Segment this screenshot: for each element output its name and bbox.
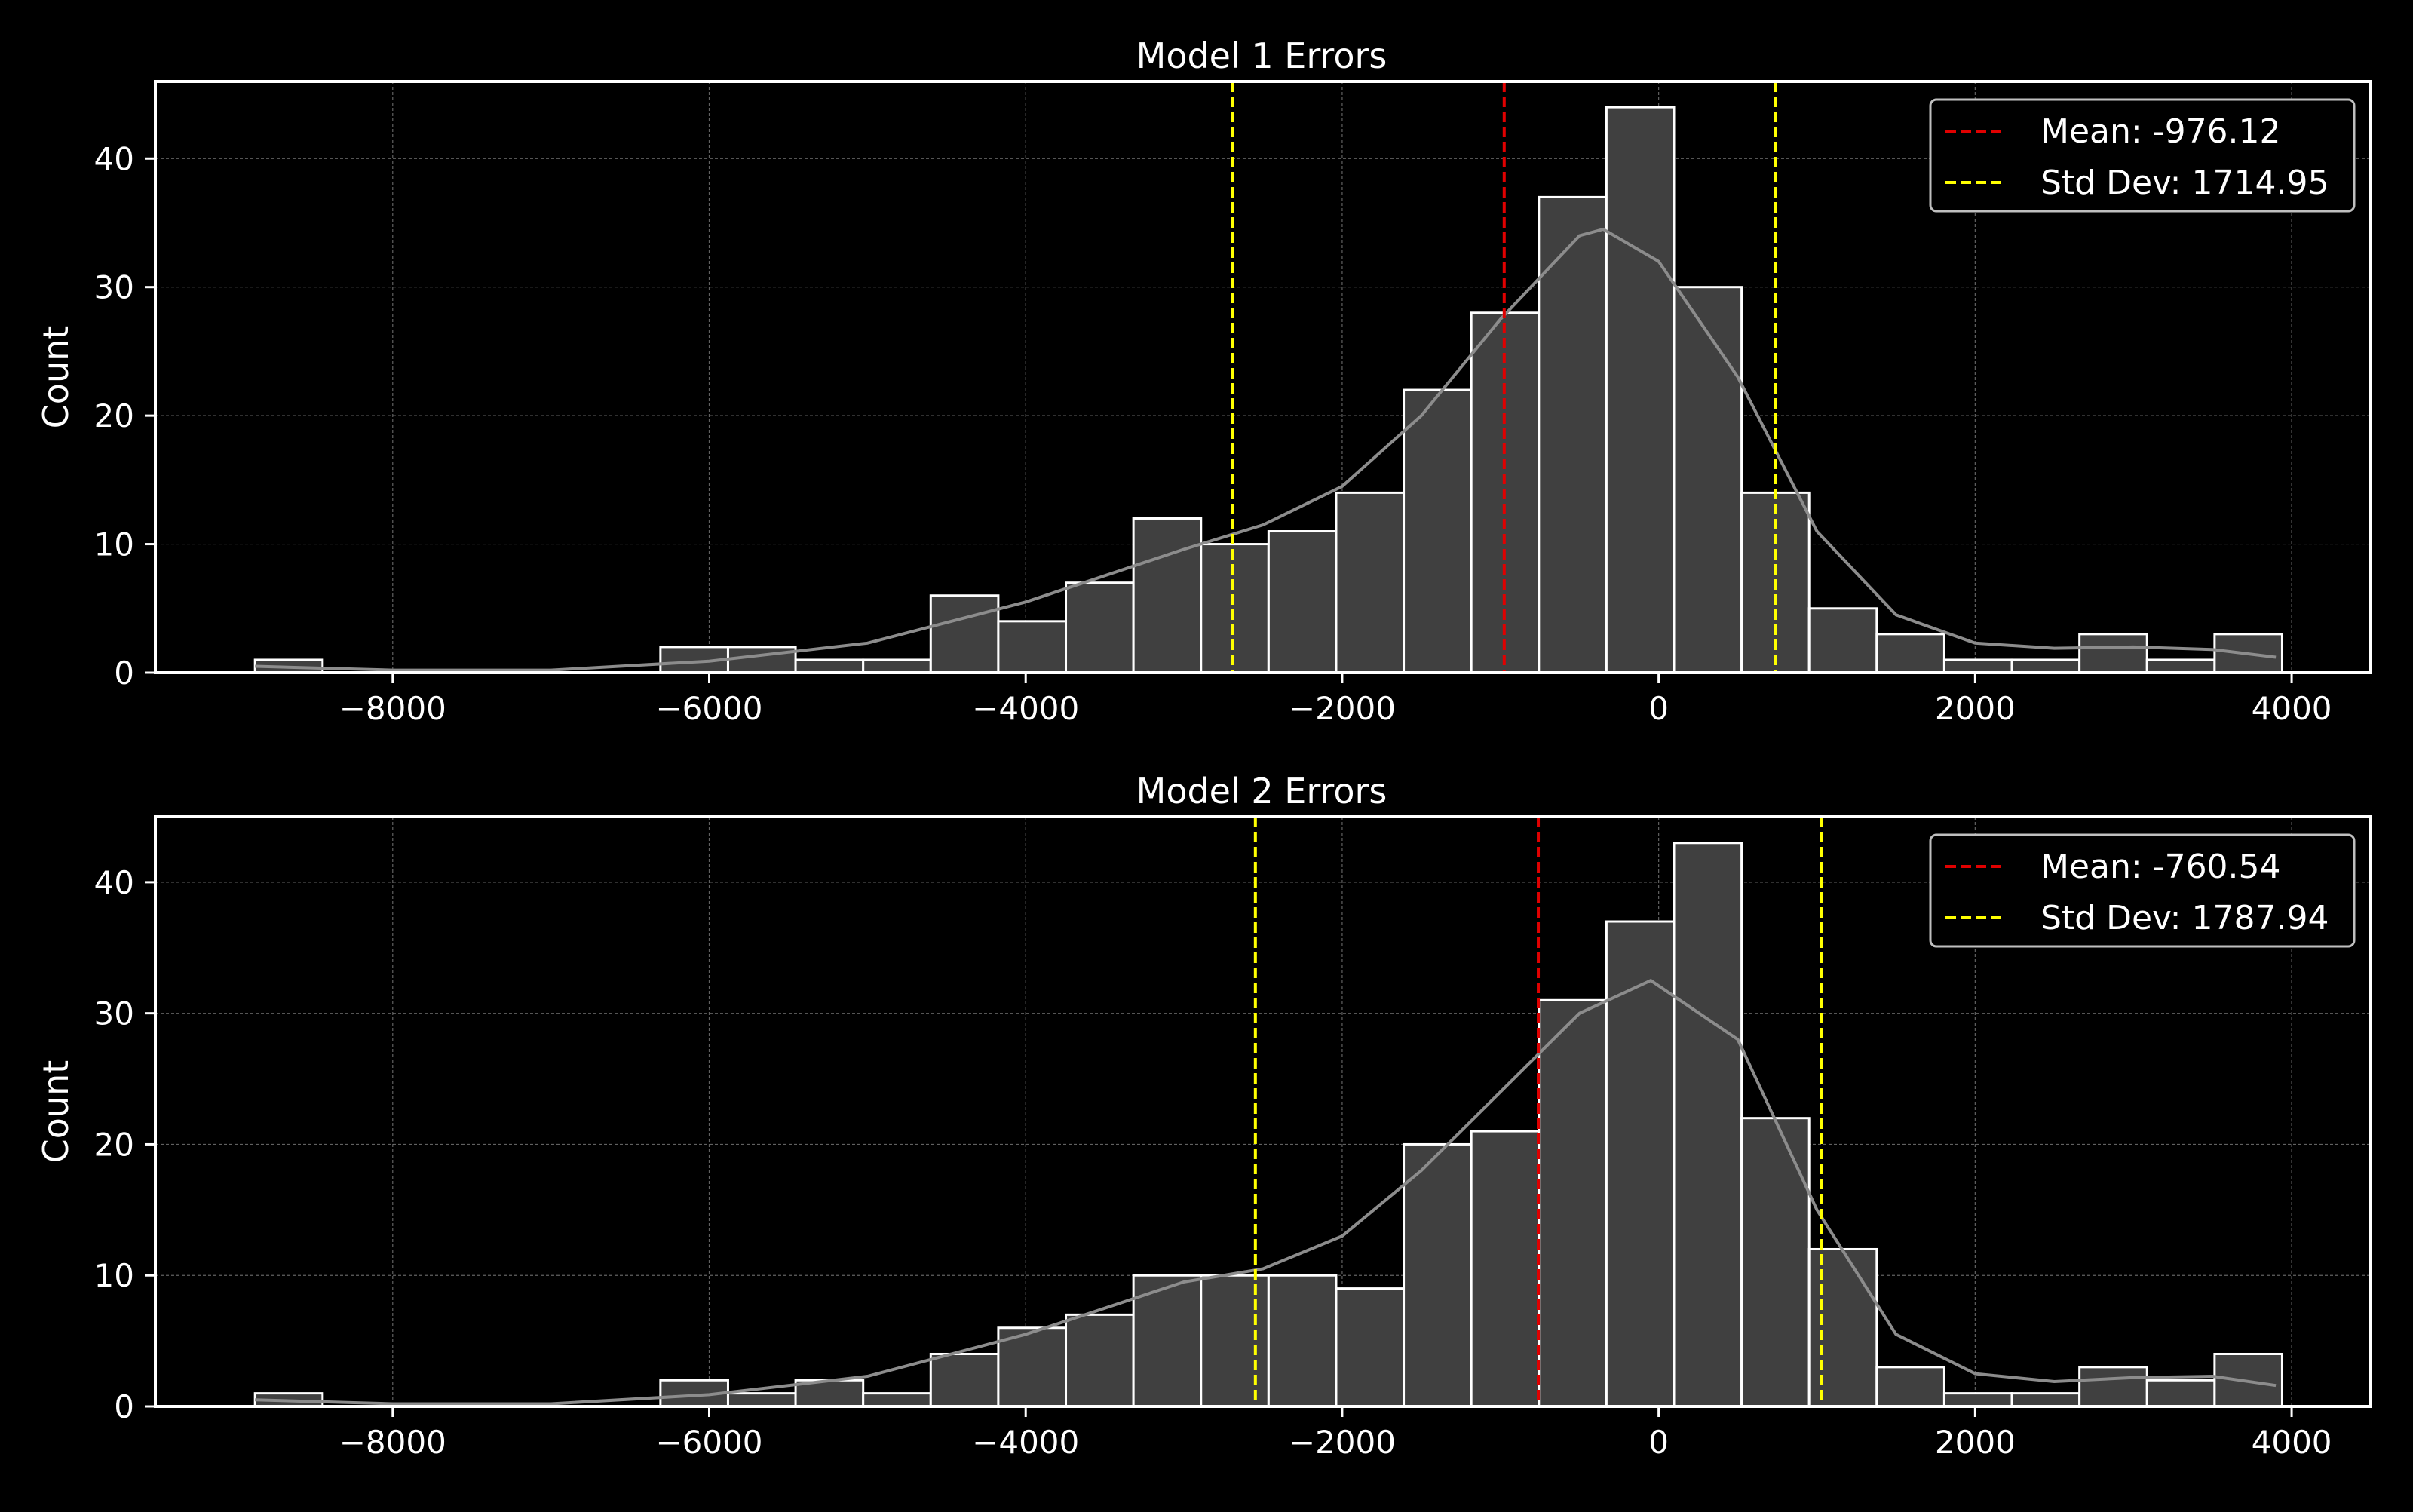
x-tick-label: −4000: [972, 690, 1079, 727]
histogram-panel-1: −8000 −6000 −4000 −2000 0 2000 4000 0 10 20 30 40 Mo…: [35, 35, 2372, 727]
y-tick-label: 10: [94, 526, 134, 563]
x-tick-label: 2000: [1935, 1424, 2016, 1461]
legend: Mean: -760.54 Std Dev: 1787.94: [1929, 833, 2356, 948]
histogram-bar: [1065, 1313, 1135, 1408]
y-tick-label: 0: [114, 1388, 134, 1425]
histogram-bar: [2145, 658, 2216, 674]
x-tick-label: −8000: [339, 1424, 446, 1461]
chart-title: Model 1 Errors: [1136, 35, 1387, 76]
y-tick-label: 40: [94, 864, 134, 901]
histogram-bar: [2010, 1392, 2081, 1408]
histogram-bar: [1403, 388, 1473, 674]
y-axis-label: Count: [35, 326, 76, 429]
histogram-bar: [1470, 1130, 1541, 1408]
chart-title: Model 2 Errors: [1136, 771, 1387, 811]
histogram-bar: [1132, 517, 1203, 674]
histogram-bar: [726, 1392, 797, 1408]
x-tick-label: 0: [1648, 1424, 1669, 1461]
histogram-bar: [2078, 1366, 2148, 1408]
x-tick-label: 2000: [1935, 690, 2016, 727]
histogram-bar: [2010, 658, 2081, 674]
histogram-bar: [1942, 1392, 2013, 1408]
histogram-panel-2: −8000 −6000 −4000 −2000 0 2000 4000 0 10 20 30 40 Mo…: [35, 771, 2372, 1461]
histogram-bar: [1538, 998, 1608, 1408]
legend-box: [1929, 833, 2356, 948]
histogram-bar: [1065, 581, 1135, 674]
histogram-bar: [1740, 1117, 1811, 1408]
x-tick-label: 4000: [2252, 1424, 2332, 1461]
histogram-bar: [1200, 1274, 1270, 1408]
histogram-bar: [2145, 1379, 2216, 1408]
y-tick-label: 0: [114, 655, 134, 692]
histogram-bar: [929, 1352, 1000, 1408]
x-tick-label: −6000: [655, 1424, 762, 1461]
y-tick-label: 20: [94, 397, 134, 434]
y-tick-label: 30: [94, 995, 134, 1032]
histogram-bar: [862, 1392, 932, 1408]
histogram-bar: [929, 594, 1000, 674]
x-tick-label: −6000: [655, 690, 762, 727]
kde-curve: [255, 227, 2277, 672]
y-axis-label: Count: [35, 1060, 76, 1164]
y-tick-label: 10: [94, 1257, 134, 1294]
legend-box: [1929, 98, 2356, 213]
histogram-bar: [1875, 633, 1945, 674]
histogram-bar: [1673, 286, 1743, 674]
legend-mean-label: Mean: -976.12: [2040, 112, 2281, 151]
legend: Mean: -976.12 Std Dev: 1714.95: [1929, 98, 2356, 213]
x-tick-label: −2000: [1289, 690, 1396, 727]
histogram-bar: [1875, 1366, 1945, 1408]
histogram-bar: [1605, 106, 1676, 674]
y-tick-label: 20: [94, 1126, 134, 1163]
histogram-bar: [726, 646, 797, 674]
axes-frame: [154, 815, 2372, 1408]
axes-frame: [154, 80, 2372, 674]
histogram-bar: [862, 658, 932, 674]
y-tick-label: 40: [94, 140, 134, 177]
histogram-bar: [1403, 1142, 1473, 1408]
histogram-bar: [1942, 658, 2013, 674]
histogram-bar: [1335, 1287, 1406, 1408]
x-tick-label: −8000: [339, 690, 446, 727]
histogram-bar: [997, 620, 1068, 674]
histogram-bar: [1807, 1247, 1878, 1408]
histogram-bar: [1673, 842, 1743, 1408]
histogram-bar: [1267, 530, 1338, 674]
histogram-bar: [1605, 920, 1676, 1408]
histogram-bar: [794, 658, 865, 674]
histogram-bar: [1200, 543, 1270, 674]
histogram-bar: [2078, 633, 2148, 674]
kde-curve: [255, 978, 2277, 1406]
legend-mean-label: Mean: -760.54: [2040, 848, 2281, 886]
y-tick-label: 30: [94, 269, 134, 306]
histogram-bar: [1267, 1274, 1338, 1408]
histogram-bar: [1335, 491, 1406, 674]
legend-std-dev-label: Std Dev: 1714.95: [2040, 164, 2329, 202]
legend-std-dev-label: Std Dev: 1787.94: [2040, 899, 2329, 937]
x-tick-label: 0: [1648, 690, 1669, 727]
x-tick-label: 4000: [2252, 690, 2332, 727]
histogram-bar: [1807, 607, 1878, 674]
x-tick-label: −2000: [1289, 1424, 1396, 1461]
histogram-bar: [1538, 195, 1608, 674]
x-tick-label: −4000: [972, 1424, 1079, 1461]
